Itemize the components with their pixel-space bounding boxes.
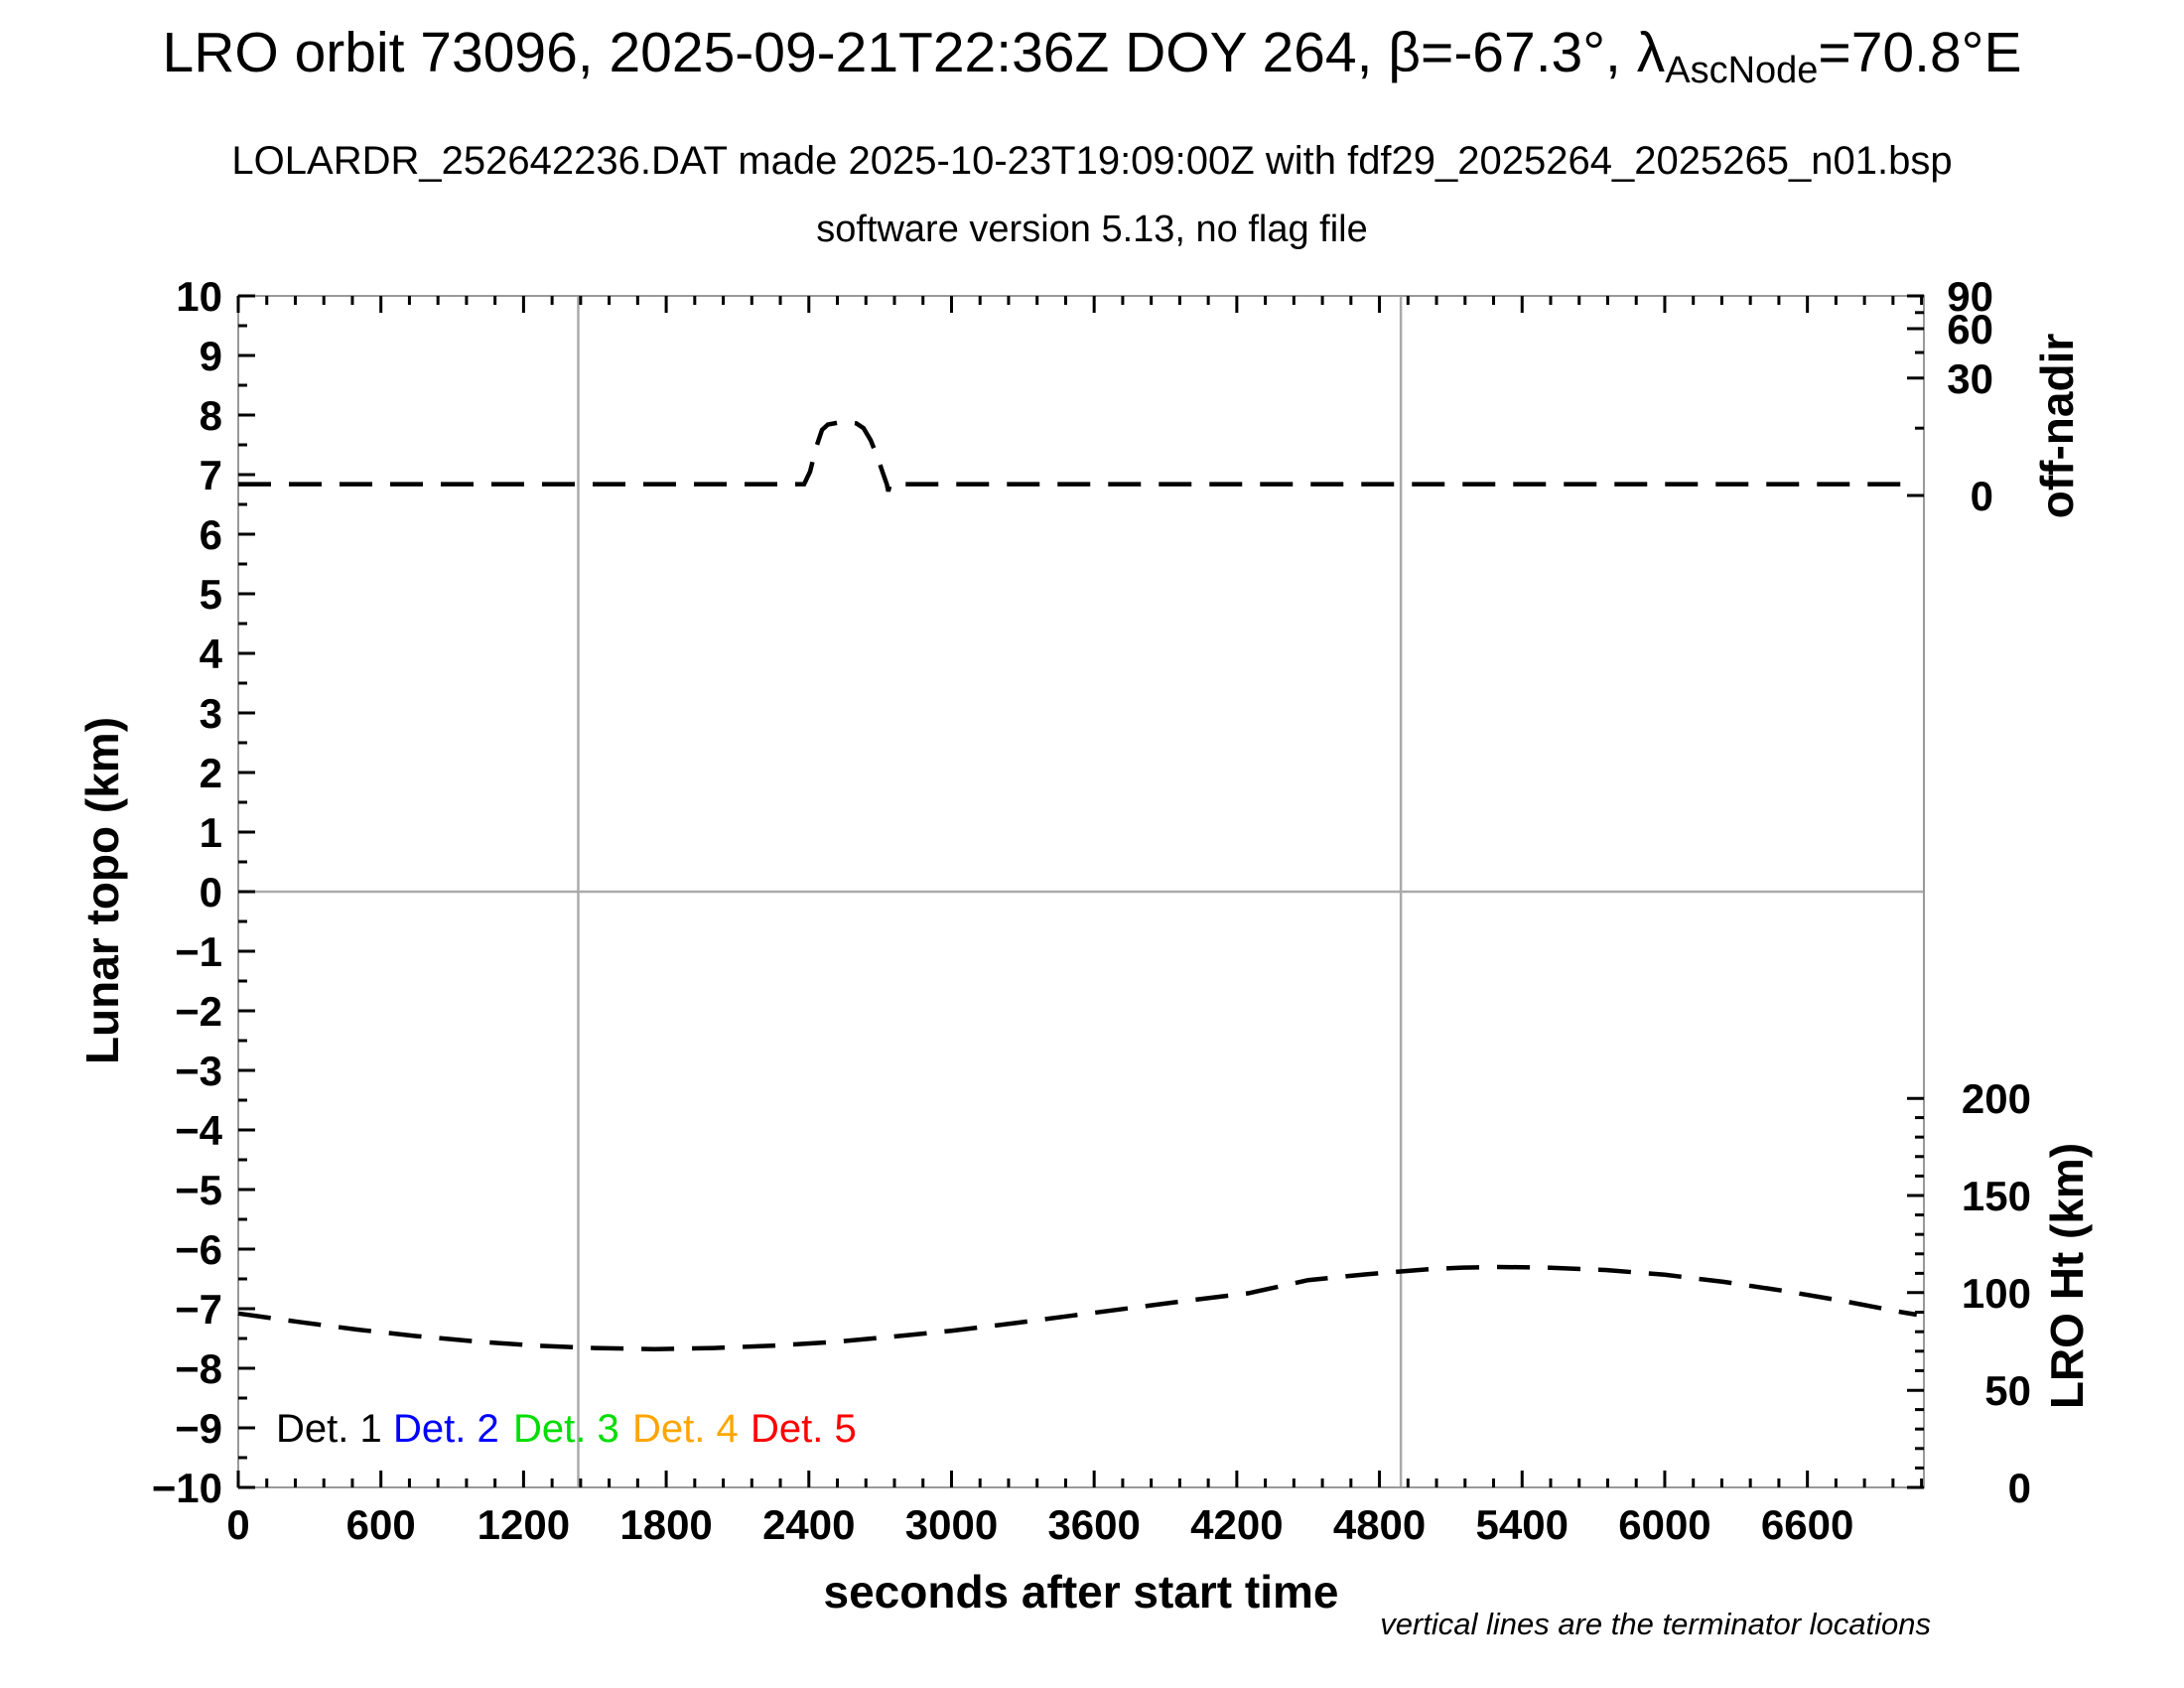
chart-subtitle-version: software version 5.13, no flag file — [816, 209, 1368, 250]
x-axis-title: seconds after start time — [823, 1566, 1339, 1618]
chart-title-main: LRO orbit 73096, 2025-09-21T22:36Z DOY 2… — [162, 21, 1666, 84]
x-tick-label: 1800 — [619, 1501, 712, 1548]
chart-subtitle-file: LOLARDR_252642236.DAT made 2025-10-23T19… — [231, 139, 1953, 183]
y-left-tick-label: −1 — [175, 928, 222, 975]
x-tick-label: 3000 — [905, 1501, 998, 1548]
y-left-tick-label: 3 — [200, 690, 222, 737]
x-tick-label: 4800 — [1333, 1501, 1426, 1548]
y-left-tick-label: −9 — [175, 1405, 222, 1452]
x-tick-label: 6600 — [1761, 1501, 1853, 1548]
off-nadir-tick-label: 0 — [1971, 473, 1993, 519]
x-tick-label: 5400 — [1476, 1501, 1569, 1548]
y-axis-title-lro-height: LRO Ht (km) — [2041, 1142, 2093, 1410]
y-left-tick-label: −3 — [175, 1048, 222, 1094]
x-tick-label: 1200 — [478, 1501, 570, 1548]
lro-ht-tick-label: 100 — [1962, 1270, 2031, 1317]
lro-height-curve — [237, 1264, 1918, 1352]
x-tick-label: 0 — [226, 1501, 249, 1548]
y-left-tick-label: 0 — [200, 869, 222, 915]
x-tick-label: 4200 — [1190, 1501, 1283, 1548]
off-nadir-curve — [238, 419, 1917, 492]
chart-title: LRO orbit 73096, 2025-09-21T22:36Z DOY 2… — [0, 20, 2184, 91]
y-left-tick-label: 4 — [200, 631, 223, 677]
legend-item-det-2: Det. 2 — [393, 1407, 499, 1451]
legend-item-det-4: Det. 4 — [632, 1407, 739, 1451]
legend-item-det-3: Det. 3 — [513, 1407, 619, 1451]
y-left-tick-label: −8 — [175, 1345, 222, 1392]
off-nadir-tick-label: 60 — [1947, 306, 1993, 352]
terminator-note: vertical lines are the terminator locati… — [1380, 1607, 1931, 1641]
y-axis-title-off-nadir: off-nadir — [2031, 333, 2083, 519]
chart-title-end: =70.8°E — [1818, 21, 2022, 84]
x-tick-label: 6000 — [1618, 1501, 1710, 1548]
lro-ht-tick-label: 50 — [1984, 1367, 2031, 1414]
y-left-tick-label: 1 — [200, 809, 222, 856]
lro-ht-tick-label: 200 — [1962, 1075, 2031, 1122]
y-left-tick-label: 6 — [200, 511, 222, 558]
y-left-tick-label: −7 — [175, 1286, 222, 1333]
y-axis-title-lunar-topo: Lunar topo (km) — [76, 716, 128, 1065]
y-left-tick-label: −6 — [175, 1226, 222, 1273]
legend-item-det-1: Det. 1 — [276, 1407, 382, 1451]
chart-title-subscript: AscNode — [1665, 50, 1819, 91]
x-tick-label: 2400 — [762, 1501, 855, 1548]
y-left-tick-label: −10 — [152, 1465, 222, 1511]
y-left-tick-label: −5 — [175, 1167, 222, 1213]
y-left-tick-label: 7 — [200, 452, 222, 498]
lro-ht-tick-label: 0 — [2008, 1465, 2031, 1511]
y-left-tick-label: 8 — [200, 392, 222, 439]
y-left-tick-label: 9 — [200, 333, 222, 379]
y-left-tick-label: 2 — [200, 750, 222, 796]
x-tick-label: 3600 — [1047, 1501, 1140, 1548]
y-left-tick-label: 5 — [200, 571, 222, 618]
x-tick-label: 600 — [346, 1501, 416, 1548]
legend-item-det-5: Det. 5 — [751, 1407, 857, 1451]
off-nadir-tick-label: 30 — [1947, 355, 1993, 402]
off-nadir-tick-label: 90 — [1947, 273, 1993, 320]
y-left-tick-label: −4 — [175, 1107, 223, 1154]
y-left-tick-label: −2 — [175, 988, 222, 1035]
lro-ht-tick-label: 150 — [1962, 1173, 2031, 1219]
y-left-tick-label: 10 — [176, 273, 222, 320]
